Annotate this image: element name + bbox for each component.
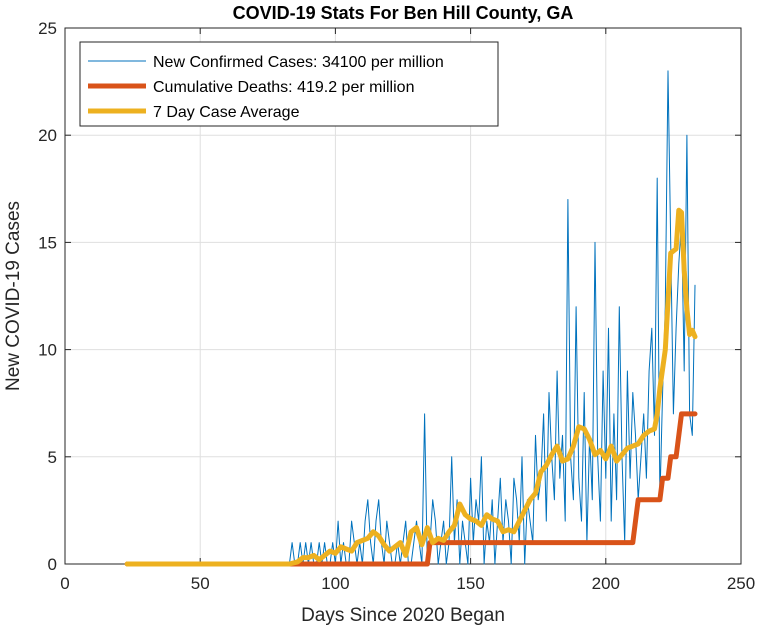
y-tick-label: 20	[38, 126, 57, 145]
x-tick-label: 50	[191, 574, 210, 593]
legend-label-7-day-average: 7 Day Case Average	[153, 104, 300, 121]
legend-box	[79, 41, 499, 127]
legend-label-cumulative-deaths: Cumulative Deaths: 419.2 per million	[153, 79, 414, 96]
legend: New Confirmed Cases: 34100 per million C…	[79, 41, 499, 127]
y-tick-label: 15	[38, 233, 57, 252]
x-tick-label: 150	[456, 574, 484, 593]
series-cumulative-deaths	[124, 411, 698, 567]
y-tick-label: 25	[38, 19, 57, 38]
x-axis-title: Days Since 2020 Began	[301, 605, 505, 626]
legend-label-new-cases: New Confirmed Cases: 34100 per million	[153, 54, 444, 71]
y-axis-title: New COVID-19 Cases	[3, 201, 24, 391]
y-tick-label: 5	[48, 448, 57, 467]
x-tick-label: 200	[592, 574, 620, 593]
axis-ticks: 0 50 100 150 200 250 0 5 10 15 20 25	[38, 19, 755, 593]
series-lines	[124, 70, 698, 567]
series-7-day-case-average	[124, 207, 698, 567]
x-tick-label: 100	[321, 574, 349, 593]
x-tick-label: 250	[727, 574, 755, 593]
y-tick-label: 10	[38, 341, 57, 360]
chart-title: COVID-19 Stats For Ben Hill County, GA	[233, 3, 574, 23]
y-tick-label: 0	[48, 555, 57, 574]
x-tick-label: 0	[60, 574, 69, 593]
